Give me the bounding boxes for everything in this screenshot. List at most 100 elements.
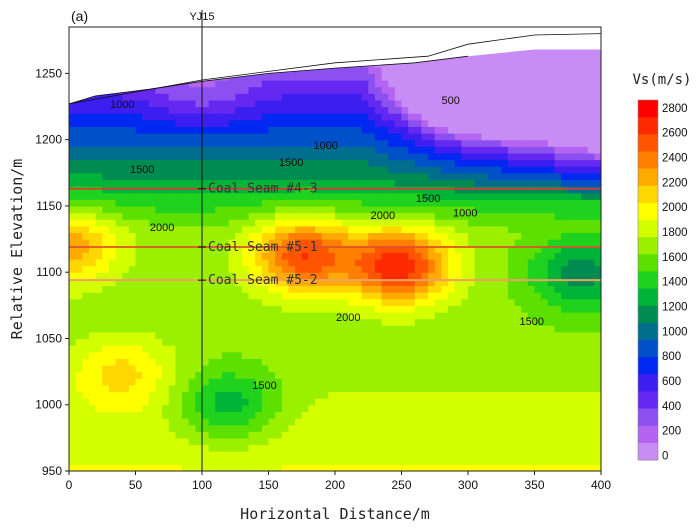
velocity-cell — [168, 126, 176, 134]
velocity-cell — [162, 139, 170, 147]
velocity-cell — [215, 232, 223, 240]
velocity-cell — [534, 424, 542, 432]
velocity-cell — [202, 199, 210, 207]
velocity-cell — [155, 457, 163, 465]
velocity-cell — [248, 139, 256, 147]
velocity-cell — [388, 106, 396, 114]
velocity-cell — [448, 66, 456, 74]
velocity-cell — [308, 245, 316, 253]
velocity-cell — [102, 192, 110, 200]
velocity-cell — [494, 265, 502, 273]
velocity-cell — [215, 298, 223, 306]
velocity-cell — [527, 172, 536, 181]
velocity-cell — [514, 166, 522, 174]
velocity-cell — [268, 371, 276, 379]
velocity-cell — [115, 133, 123, 141]
velocity-cell — [108, 146, 117, 154]
velocity-cell — [448, 232, 456, 240]
velocity-cell — [381, 146, 389, 154]
velocity-cell — [162, 417, 170, 426]
velocity-cell — [521, 384, 529, 393]
velocity-cell — [348, 444, 356, 452]
velocity-cell — [215, 192, 223, 200]
velocity-cell — [514, 338, 522, 346]
velocity-cell — [328, 345, 336, 353]
velocity-cell — [175, 437, 183, 446]
velocity-cell — [487, 219, 496, 227]
velocity-cell — [388, 199, 396, 207]
velocity-cell — [122, 119, 130, 128]
velocity-cell — [195, 265, 203, 273]
velocity-cell — [308, 318, 316, 326]
velocity-cell — [474, 252, 482, 260]
velocity-cell — [95, 139, 103, 147]
velocity-cell — [88, 258, 97, 267]
velocity-cell — [421, 186, 429, 194]
velocity-cell — [301, 119, 309, 128]
velocity-cell — [295, 378, 303, 386]
velocity-cell — [401, 424, 409, 432]
velocity-cell — [554, 424, 562, 432]
velocity-cell — [148, 278, 157, 287]
velocity-cell — [514, 444, 522, 452]
velocity-cell — [368, 358, 376, 366]
velocity-cell — [561, 437, 569, 446]
velocity-cell — [381, 205, 389, 214]
velocity-cell — [481, 73, 489, 81]
velocity-cell — [448, 424, 456, 432]
velocity-cell — [534, 411, 542, 419]
velocity-cell — [421, 86, 429, 94]
velocity-cell — [128, 245, 137, 253]
velocity-cell — [441, 212, 449, 220]
velocity-cell — [501, 404, 509, 412]
velocity-cell — [255, 172, 263, 181]
velocity-cell — [155, 358, 163, 366]
velocity-cell — [428, 311, 436, 320]
velocity-cell — [541, 325, 549, 333]
velocity-cell — [268, 384, 276, 393]
velocity-cell — [115, 106, 123, 114]
velocity-cell — [208, 431, 216, 439]
velocity-cell — [82, 398, 90, 406]
velocity-cell — [115, 239, 123, 247]
velocity-cell — [175, 451, 183, 459]
velocity-cell — [335, 437, 343, 446]
velocity-cell — [454, 212, 462, 220]
velocity-cell — [142, 186, 150, 194]
velocity-cell — [487, 345, 496, 353]
velocity-cell — [155, 278, 163, 287]
velocity-cell — [494, 285, 502, 293]
velocity-cell — [308, 325, 316, 333]
velocity-cell — [268, 292, 276, 300]
velocity-cell — [408, 338, 416, 346]
velocity-cell — [421, 93, 429, 101]
velocity-cell — [122, 325, 130, 333]
velocity-cell — [448, 258, 456, 267]
velocity-cell — [108, 126, 117, 134]
velocity-cell — [521, 179, 529, 187]
velocity-cell — [295, 285, 303, 293]
velocity-cell — [148, 93, 157, 101]
velocity-cell — [69, 431, 77, 439]
velocity-cell — [381, 378, 389, 386]
velocity-cell — [122, 431, 130, 439]
velocity-cell — [182, 345, 190, 353]
velocity-cell — [361, 417, 369, 426]
velocity-cell — [235, 311, 243, 320]
velocity-cell — [408, 225, 416, 234]
velocity-cell — [534, 404, 542, 412]
velocity-cell — [507, 139, 516, 147]
velocity-cell — [408, 325, 416, 333]
velocity-cell — [128, 391, 137, 399]
velocity-cell — [474, 133, 482, 141]
velocity-cell — [202, 417, 210, 426]
velocity-cell — [88, 186, 97, 194]
velocity-cell — [474, 404, 482, 412]
velocity-cell — [354, 258, 363, 267]
velocity-cell — [461, 159, 469, 167]
velocity-cell — [268, 398, 276, 406]
velocity-cell — [335, 384, 343, 393]
velocity-cell — [202, 384, 210, 393]
velocity-cell — [361, 126, 369, 134]
velocity-cell — [95, 212, 103, 220]
